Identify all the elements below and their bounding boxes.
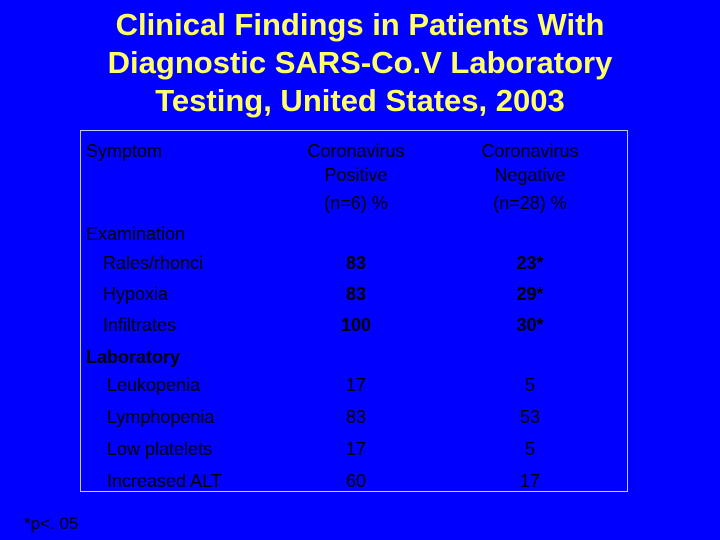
row-name: Infiltrates bbox=[103, 315, 177, 335]
footnote: *p<. 05 bbox=[24, 514, 79, 533]
row-name: Increased ALT bbox=[107, 471, 222, 491]
row-name: Lymphopenia bbox=[107, 407, 215, 427]
row-name: Low platelets bbox=[107, 439, 213, 459]
table-border bbox=[80, 130, 628, 492]
section-label-laboratory: Laboratory bbox=[86, 347, 181, 367]
row-name: Rales/rhonci bbox=[103, 253, 204, 273]
title-line-1: Clinical Findings in Patients With bbox=[115, 7, 605, 42]
row-name: Hypoxia bbox=[103, 284, 169, 304]
header-symptom: Symptom bbox=[86, 141, 163, 161]
slide-title: Clinical Findings in Patients With Diagn… bbox=[0, 6, 720, 120]
row-name: Leukopenia bbox=[107, 375, 201, 395]
title-line-2: Diagnostic SARS-Co.V Laboratory bbox=[107, 45, 613, 80]
section-label-examination: Examination bbox=[86, 224, 186, 244]
title-line-3: Testing, United States, 2003 bbox=[155, 83, 565, 118]
